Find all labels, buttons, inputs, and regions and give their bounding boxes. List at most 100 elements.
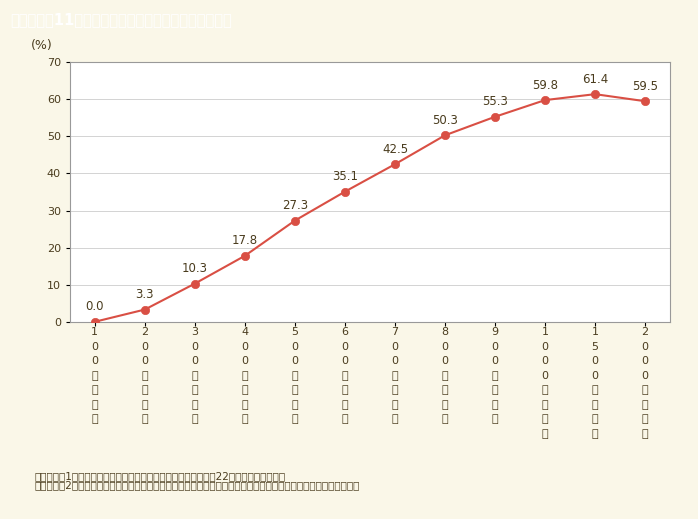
Text: 0: 0 [141,342,149,351]
Text: 0: 0 [591,371,599,380]
Text: 3.3: 3.3 [135,288,154,301]
Text: 0: 0 [641,342,648,351]
Text: 万: 万 [142,371,148,380]
Text: 下: 下 [392,414,399,424]
Text: 円: 円 [91,385,98,395]
Text: 0: 0 [641,356,648,366]
Text: 下: 下 [341,414,348,424]
Text: 円: 円 [491,385,498,395]
Text: 1: 1 [542,327,549,337]
Text: 円: 円 [191,385,198,395]
Text: 27.3: 27.3 [282,199,308,212]
Text: 5: 5 [291,327,299,337]
Text: 万: 万 [491,371,498,380]
Text: 0: 0 [141,356,149,366]
Text: 以: 以 [191,400,198,409]
Text: 下: 下 [292,414,298,424]
Text: 4: 4 [242,327,248,337]
Text: (%): (%) [31,39,52,52]
Text: 0: 0 [392,356,399,366]
Text: 円: 円 [542,400,549,409]
Text: 万: 万 [592,385,598,395]
Text: 以: 以 [491,400,498,409]
Text: 0: 0 [491,356,498,366]
Text: 0: 0 [441,342,449,351]
Text: 2: 2 [141,327,149,337]
Text: 下: 下 [191,414,198,424]
Text: 万: 万 [341,371,348,380]
Text: 以: 以 [392,400,399,409]
Text: 以: 以 [442,400,448,409]
Text: 下: 下 [641,429,648,439]
Text: 0: 0 [542,356,549,366]
Text: 0: 0 [291,356,299,366]
Text: 0: 0 [542,342,549,351]
Text: 0: 0 [291,342,299,351]
Text: 6: 6 [341,327,348,337]
Text: 0: 0 [191,342,198,351]
Text: 0: 0 [242,356,248,366]
Text: 50.3: 50.3 [432,114,458,127]
Text: 万: 万 [442,371,448,380]
Text: 円: 円 [242,385,248,395]
Text: 万: 万 [641,385,648,395]
Text: 0: 0 [341,356,348,366]
Text: 8: 8 [441,327,449,337]
Text: 以: 以 [641,414,648,424]
Text: 0: 0 [591,356,599,366]
Text: 下: 下 [91,414,98,424]
Text: 7: 7 [392,327,399,337]
Text: 0: 0 [542,371,549,380]
Text: 61.4: 61.4 [582,73,608,86]
Text: 下: 下 [242,414,248,424]
Text: 2．「年末調整を行った１年を通じて勤務した給与所得者」の総数に対する配偶者控除の適用者の割合。: 2．「年末調整を行った１年を通じて勤務した給与所得者」の総数に対する配偶者控除の… [35,481,360,490]
Text: 円: 円 [442,385,448,395]
Text: 以: 以 [592,414,598,424]
Text: 10.3: 10.3 [182,262,208,275]
Text: 円: 円 [341,385,348,395]
Text: 下: 下 [542,429,549,439]
Text: 以: 以 [292,400,298,409]
Text: 下: 下 [442,414,448,424]
Text: 第１－２－11図　給与階級別の配偶者控除の適用割合: 第１－２－11図 給与階級別の配偶者控除の適用割合 [10,12,232,27]
Text: 5: 5 [591,342,599,351]
Text: 3: 3 [191,327,198,337]
Text: 円: 円 [142,385,148,395]
Text: 下: 下 [592,429,598,439]
Text: 万: 万 [191,371,198,380]
Text: 以: 以 [142,400,148,409]
Text: 下: 下 [142,414,148,424]
Text: （備考）　1．国税庁「税務統計から見た民間給与の実態（平成22年分）」より作成。: （備考） 1．国税庁「税務統計から見た民間給与の実態（平成22年分）」より作成。 [35,471,286,481]
Text: 0: 0 [242,342,248,351]
Text: 以: 以 [91,400,98,409]
Text: 以: 以 [242,400,248,409]
Text: 59.8: 59.8 [532,79,558,92]
Text: 2: 2 [641,327,648,337]
Text: 円: 円 [292,385,298,395]
Text: 万: 万 [91,371,98,380]
Text: 1: 1 [591,327,599,337]
Text: 1: 1 [91,327,98,337]
Text: 0: 0 [392,342,399,351]
Text: 0: 0 [641,371,648,380]
Text: 59.5: 59.5 [632,80,658,93]
Text: 0: 0 [491,342,498,351]
Text: 0: 0 [91,342,98,351]
Text: 下: 下 [491,414,498,424]
Text: 0: 0 [341,342,348,351]
Text: 17.8: 17.8 [232,235,258,248]
Text: 万: 万 [392,371,399,380]
Text: 0.0: 0.0 [86,301,104,313]
Text: 35.1: 35.1 [332,170,358,183]
Text: 万: 万 [242,371,248,380]
Text: 42.5: 42.5 [382,143,408,156]
Text: 0: 0 [91,356,98,366]
Text: 以: 以 [542,414,549,424]
Text: 0: 0 [441,356,449,366]
Text: 9: 9 [491,327,498,337]
Text: 円: 円 [641,400,648,409]
Text: 円: 円 [592,400,598,409]
Text: 55.3: 55.3 [482,95,508,108]
Text: 円: 円 [392,385,399,395]
Text: 万: 万 [292,371,298,380]
